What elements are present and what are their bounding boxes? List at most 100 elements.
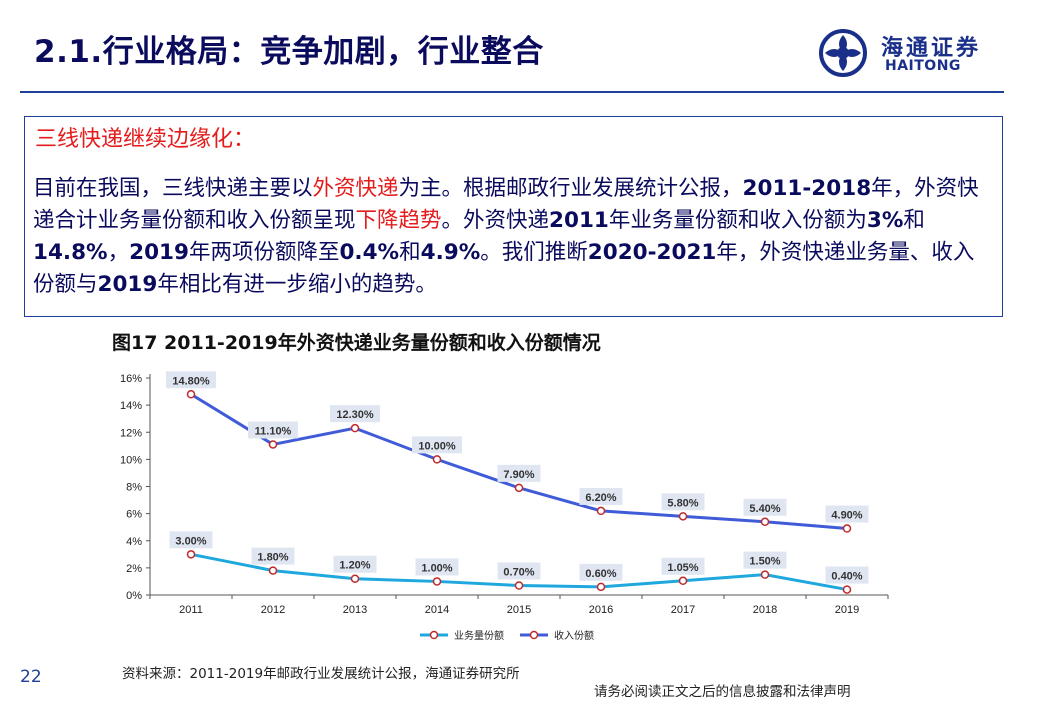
x-tick-label: 2011 <box>179 604 203 616</box>
data-label: 3.00% <box>175 535 206 547</box>
data-point <box>268 440 278 449</box>
data-label: 7.90% <box>503 469 534 481</box>
data-point <box>350 423 360 433</box>
data-label: 4.90% <box>831 510 862 522</box>
x-tick-label: 2017 <box>671 604 695 616</box>
data-label: 1.80% <box>257 552 288 564</box>
data-label: 5.40% <box>749 503 780 515</box>
callout-number: 2019 <box>129 240 189 265</box>
legend-label: 收入份额 <box>554 629 594 642</box>
data-point <box>760 517 770 527</box>
data-point <box>678 512 688 521</box>
line-chart: 0% 2% 4% 6% 8% 10% 12% 14% 16% 2011 2012 2013 2014 20… <box>108 364 898 654</box>
title-divider <box>20 91 1004 93</box>
data-point <box>432 577 442 586</box>
y-tick-label: 16% <box>120 373 142 385</box>
callout-text: ， <box>107 240 130 265</box>
slide-title: 2.1.行业格局：竞争加剧，行业整合 <box>34 34 544 70</box>
data-label-bg <box>412 436 462 454</box>
x-tick-label: 2019 <box>835 604 859 616</box>
data-label: 12.30% <box>336 409 374 421</box>
callout-number: 4.9% <box>420 240 481 265</box>
data-label: 0.40% <box>831 571 862 583</box>
data-label-bg <box>415 558 459 576</box>
callout-body: 目前在我国，三线快递主要以外资快递为主。根据邮政行业发展统计公报，2011-20… <box>33 173 995 301</box>
data-point <box>842 524 852 533</box>
legend-label: 业务量份额 <box>454 629 504 642</box>
logo-name-en: HAITONG <box>885 58 961 74</box>
figure-caption: 图17 2011-2019年外资快递业务量份额和收入份额情况 <box>112 332 601 354</box>
data-label-bg <box>661 493 705 511</box>
data-point <box>514 581 524 590</box>
callout-number: 2020-2021 <box>587 240 717 265</box>
y-tick-label: 12% <box>120 427 142 439</box>
callout-number: 2011 <box>549 208 609 233</box>
callout-text: 年，外资快递合计业务量份额和收入份额呈现 <box>33 176 979 233</box>
data-point <box>760 570 770 579</box>
data-label: 11.10% <box>255 425 292 437</box>
y-tick-label: 4% <box>126 536 142 548</box>
data-point <box>268 566 278 575</box>
y-tick-label: 6% <box>126 509 142 521</box>
haitong-logo: 海通证券 HAITONG <box>815 28 1015 78</box>
data-point <box>596 582 606 592</box>
data-point <box>596 506 606 516</box>
disclaimer: 请务必阅读正文之后的信息披露和法律声明 <box>594 684 851 700</box>
callout-text: 年，外资快递业务量、收入份额与 <box>33 240 975 297</box>
callout-text: 为主。根据邮政行业发展统计公报， <box>398 176 743 201</box>
page-number: 22 <box>20 667 42 687</box>
data-point <box>432 455 442 464</box>
data-point <box>186 550 196 559</box>
callout-text: 。我们推断 <box>480 240 588 265</box>
data-label: 6.20% <box>585 492 616 504</box>
callout-text: 和 <box>399 240 421 265</box>
data-label: 10.00% <box>418 440 456 452</box>
data-point <box>514 483 524 493</box>
data-label-bg <box>579 487 623 505</box>
x-tick-label: 2016 <box>589 604 613 616</box>
data-label: 5.80% <box>667 497 698 509</box>
x-tick-label: 2012 <box>261 604 285 616</box>
callout-number: 2011-2018 <box>742 176 872 201</box>
callout-text: 。外资快递 <box>441 208 550 233</box>
data-label: 0.70% <box>503 567 534 579</box>
callout-number: 14.8% <box>33 240 108 265</box>
callout-text: 年两项份额降至 <box>188 240 340 265</box>
callout-highlight: 外资快递 <box>312 176 399 201</box>
callout-text: 和 <box>903 208 925 233</box>
logo-name-cn: 海通证券 <box>881 35 982 61</box>
legend-marker <box>429 630 439 640</box>
data-label-bg <box>166 371 216 389</box>
data-label-bg <box>743 498 787 516</box>
data-label-bg <box>333 555 377 573</box>
y-tick-label: 0% <box>126 590 142 602</box>
x-tick-label: 2018 <box>753 604 777 616</box>
callout-highlight: 下降趋势 <box>355 208 442 233</box>
data-label: 1.00% <box>421 562 452 574</box>
data-point <box>678 576 688 586</box>
callout-number: 3% <box>866 208 904 233</box>
y-tick-label: 2% <box>126 563 142 575</box>
data-label-bg <box>330 405 380 423</box>
callout-number: 2019 <box>97 272 158 297</box>
callout-number: 0.4% <box>339 240 400 265</box>
callout-text: 年相比有进一步缩小的趋势。 <box>157 272 437 297</box>
data-label: 1.20% <box>339 560 370 572</box>
data-label: 0.60% <box>585 568 616 580</box>
data-point <box>842 585 852 594</box>
data-label-bg <box>169 531 213 549</box>
data-label: 1.05% <box>667 562 698 574</box>
data-label-bg <box>251 547 295 565</box>
data-label-bg <box>248 421 298 439</box>
callout-text: 目前在我国，三线快递主要以 <box>33 176 313 201</box>
callout-box: 三线快递继续边缘化： 目前在我国，三线快递主要以外资快递为主。根据邮政行业发展统… <box>24 116 1003 317</box>
callout-heading: 三线快递继续边缘化： <box>35 127 256 152</box>
callout-text: 年业务量份额和收入份额为 <box>608 208 867 233</box>
x-tick-label: 2013 <box>343 604 367 616</box>
data-label-bg <box>661 557 705 575</box>
data-label-bg <box>825 566 869 584</box>
source-note: 资料来源：2011-2019年邮政行业发展统计公报，海通证券研究所 <box>122 666 520 682</box>
haitong-emblem-icon <box>819 29 867 77</box>
x-tick-label: 2015 <box>507 604 531 616</box>
x-tick-label: 2014 <box>425 604 449 616</box>
